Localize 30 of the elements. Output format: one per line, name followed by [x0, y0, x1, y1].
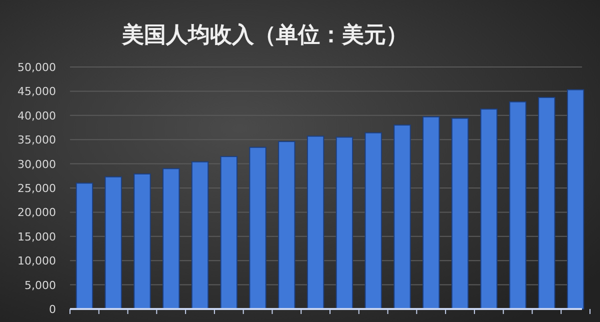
- y-tick-label: 5,000: [24, 278, 56, 292]
- bar: [220, 156, 238, 310]
- y-tick-label: 50,000: [18, 61, 56, 74]
- chart-title: 美国人均收入（单位：美元）: [121, 22, 408, 48]
- y-tick-label: 30,000: [18, 158, 56, 171]
- bar: [191, 161, 209, 310]
- y-tick-label: 40,000: [18, 109, 56, 122]
- bar: [364, 132, 382, 310]
- y-tick-label: 45,000: [18, 85, 56, 98]
- bar: [422, 116, 440, 310]
- y-tick-label: 15,000: [18, 230, 56, 244]
- bar: [538, 96, 556, 310]
- bar: [104, 176, 122, 310]
- bar: [162, 168, 180, 310]
- y-tick-label: 20,000: [18, 206, 56, 220]
- bar: [249, 146, 266, 310]
- bar: [566, 89, 584, 310]
- bar: [278, 141, 296, 310]
- bar: [394, 124, 411, 310]
- bar: [306, 136, 324, 310]
- bar: [451, 118, 469, 310]
- y-tick-label: 25,000: [18, 182, 56, 195]
- bar: [509, 101, 526, 310]
- y-tick-label: 35,000: [18, 134, 56, 147]
- bar: [480, 108, 498, 310]
- y-tick-label: 10,000: [18, 254, 56, 268]
- bar: [336, 136, 354, 310]
- bar: [76, 182, 94, 310]
- y-tick-label: 0: [49, 303, 56, 316]
- bar: [134, 173, 151, 310]
